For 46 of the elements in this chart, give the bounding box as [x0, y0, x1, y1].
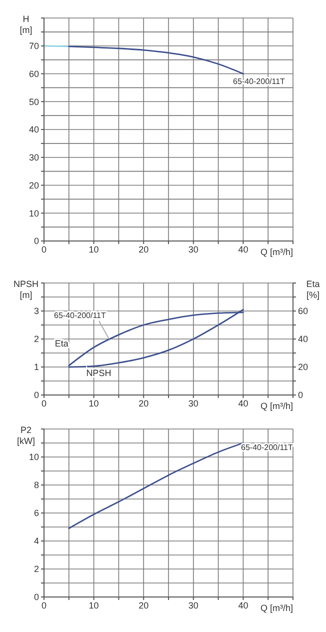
x-tick-label: 30	[188, 398, 198, 408]
x-tick-label: 20	[138, 600, 149, 610]
y-tick-label: 2	[34, 334, 39, 344]
y-axis-title: P2 [kW]	[17, 425, 35, 446]
x-axis-title: Q [m³/h]	[260, 247, 293, 257]
y-tick-label: 4	[34, 536, 39, 546]
y-axis-title: H [m]	[20, 14, 32, 35]
y2-tick-label: 60	[298, 306, 308, 316]
x-tick-label: 30	[188, 600, 198, 610]
y-tick-label: 10	[28, 208, 39, 218]
x-tick-label: 40	[238, 398, 248, 408]
y-axis-title: NPSH [m]	[13, 279, 39, 300]
line-series	[68, 46, 244, 74]
y-tick-label: 10	[28, 452, 39, 462]
y2-tick-label: 0	[298, 390, 304, 400]
x-axis-title: Q [m³/h]	[260, 603, 293, 613]
y-tick-label: 1	[34, 362, 39, 372]
x-tick-label: 40	[238, 600, 248, 610]
x-tick-label: 0	[41, 398, 47, 408]
y-tick-label: 6	[34, 508, 39, 518]
y-tick-label: 20	[28, 180, 39, 190]
y-tick-label: 0	[34, 592, 39, 602]
series-label: Eta	[54, 338, 68, 349]
y-tick-label: 0	[34, 236, 39, 246]
y-tick-label: 3	[34, 306, 39, 316]
y2-axis-title: Eta [%]	[306, 279, 320, 300]
y-tick-label: 8	[34, 480, 39, 490]
y-tick-label: 50	[28, 96, 39, 107]
x-tick-label: 10	[88, 398, 99, 408]
x-tick-label: 20	[138, 398, 149, 408]
y-tick-label: 2	[34, 564, 39, 574]
y-tick-label: 30	[28, 152, 39, 163]
x-tick-label: 30	[188, 244, 198, 254]
x-tick-label: 40	[238, 244, 248, 254]
x-tick-label: 0	[41, 600, 47, 610]
y2-tick-label: 40	[298, 334, 308, 344]
x-tick-label: 10	[88, 244, 99, 254]
x-tick-label: 10	[88, 600, 99, 610]
y-tick-label: 40	[28, 124, 39, 135]
y-tick-label: 60	[28, 68, 39, 79]
y-tick-label: 0	[34, 390, 39, 400]
x-tick-label: 0	[41, 244, 47, 254]
x-tick-label: 20	[138, 244, 149, 254]
x-axis-title: Q [m³/h]	[260, 401, 293, 411]
y-tick-label: 70	[28, 41, 39, 52]
y2-tick-label: 20	[298, 362, 308, 372]
